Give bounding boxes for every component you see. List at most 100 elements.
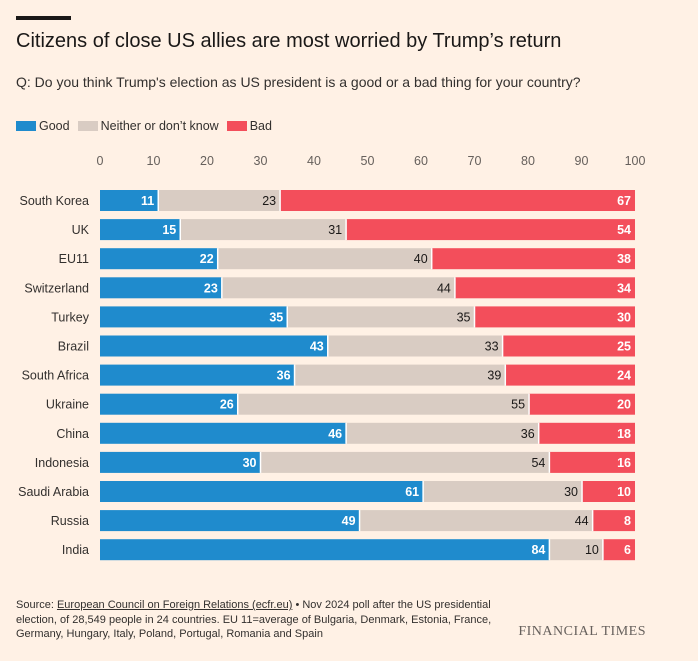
- legend-swatch-neither: [77, 121, 98, 131]
- data-label: 44: [437, 281, 451, 295]
- bar-segment: [100, 219, 181, 241]
- legend-item-bad: Bad: [226, 119, 272, 133]
- data-label: 15: [162, 223, 176, 237]
- category-label: India: [62, 543, 89, 557]
- data-label: 54: [531, 456, 545, 470]
- x-tick-label: 90: [575, 154, 589, 168]
- legend-swatch-good: [16, 121, 36, 131]
- bar-segment: [327, 335, 503, 357]
- category-label: Brazil: [58, 340, 89, 354]
- chart-title: Citizens of close US allies are most wor…: [16, 30, 562, 52]
- bar-segment: [502, 335, 635, 357]
- bar-segment: [454, 277, 635, 299]
- data-label: 43: [310, 340, 324, 354]
- source-text: • Nov 2024 poll after the US presidentia…: [16, 599, 492, 640]
- bar-segment: [100, 451, 261, 473]
- stacked-bar-chart: 0 10 20 30 40 50 60 70 80 90 100 South Korea 11 23 67 U…: [18, 154, 646, 561]
- legend-label-neither: Neither or don’t know: [100, 119, 219, 133]
- data-label: 16: [617, 456, 631, 470]
- bar-segment: [100, 306, 288, 328]
- legend-item-good: Good: [16, 119, 70, 133]
- data-label: 33: [485, 340, 499, 354]
- category-label: Turkey: [51, 310, 89, 324]
- data-label: 25: [617, 340, 631, 354]
- x-tick-label: 100: [625, 154, 646, 168]
- source-note: Source: European Council on Foreign Rela…: [16, 598, 506, 642]
- data-label: 23: [204, 281, 218, 295]
- data-label: 30: [617, 310, 631, 324]
- bar-segment: [549, 539, 603, 561]
- bar-segment: [180, 219, 347, 241]
- data-label: 8: [624, 514, 631, 528]
- data-label: 84: [531, 543, 545, 557]
- bar-segment: [100, 422, 347, 444]
- bar-segment: [294, 364, 506, 386]
- category-label: Switzerland: [24, 281, 89, 295]
- data-label: 36: [277, 369, 291, 383]
- bar-segment: [287, 306, 475, 328]
- x-tick-label: 30: [254, 154, 268, 168]
- category-label: China: [56, 427, 89, 441]
- bar-segment: [100, 364, 295, 386]
- bar-segment: [237, 393, 530, 415]
- x-tick-label: 80: [521, 154, 535, 168]
- category-label: South Africa: [22, 369, 89, 383]
- x-tick-label: 40: [307, 154, 321, 168]
- data-label: 10: [585, 543, 599, 557]
- legend: Good Neither or don’t know Bad: [16, 119, 280, 133]
- bar-segment: [221, 277, 455, 299]
- source-link[interactable]: European Council on Foreign Relations (e…: [56, 599, 293, 611]
- bar-segment: [100, 277, 222, 299]
- bar-segment: [260, 451, 550, 473]
- data-label: 18: [617, 427, 631, 441]
- data-label: 23: [262, 194, 276, 208]
- category-label: EU11: [59, 252, 89, 266]
- bar-segment: [582, 481, 635, 502]
- bar-segment: [217, 248, 432, 270]
- data-label: 39: [487, 369, 501, 383]
- bar-segment: [474, 306, 635, 328]
- ft-logo: FINANCIAL TIMES: [518, 624, 646, 639]
- bar-segment: [505, 364, 635, 386]
- data-label: 49: [342, 514, 356, 528]
- data-label: 55: [511, 398, 525, 412]
- bar-segment: [359, 510, 593, 532]
- data-label: 40: [414, 252, 428, 266]
- data-label: 36: [521, 427, 535, 441]
- x-tick-label: 0: [97, 154, 104, 168]
- bar-segment: [100, 539, 550, 561]
- bar-segment: [431, 248, 635, 270]
- category-label: South Korea: [20, 194, 90, 208]
- data-label: 46: [328, 427, 342, 441]
- data-label: 22: [200, 252, 214, 266]
- data-label: 30: [243, 456, 257, 470]
- data-label: 6: [624, 543, 631, 557]
- bar-segment: [423, 481, 583, 502]
- bar-segment: [100, 190, 159, 211]
- data-label: 35: [457, 310, 471, 324]
- bar-segment: [100, 481, 424, 502]
- source-prefix: Source:: [16, 599, 57, 611]
- data-label: 10: [617, 485, 631, 499]
- bar-segment: [602, 539, 635, 561]
- bar-segment: [100, 335, 328, 357]
- bar-segment: [158, 190, 281, 211]
- bar-segment: [346, 219, 635, 241]
- category-label: UK: [72, 223, 90, 237]
- bar-segment: [592, 510, 635, 532]
- bar-segment: [346, 422, 539, 444]
- x-tick-label: 20: [200, 154, 214, 168]
- data-label: 11: [141, 194, 154, 208]
- x-tick-label: 60: [414, 154, 428, 168]
- bar-segment: [549, 451, 635, 473]
- legend-swatch-bad: [226, 121, 247, 131]
- category-label: Indonesia: [35, 456, 89, 470]
- x-tick-label: 10: [147, 154, 161, 168]
- bar-segment: [100, 510, 360, 532]
- legend-item-neither: Neither or don’t know: [77, 119, 219, 133]
- data-label: 34: [617, 281, 631, 295]
- category-label: Ukraine: [46, 398, 89, 412]
- data-label: 20: [617, 398, 631, 412]
- category-label: Saudi Arabia: [18, 485, 89, 499]
- data-label: 67: [617, 194, 631, 208]
